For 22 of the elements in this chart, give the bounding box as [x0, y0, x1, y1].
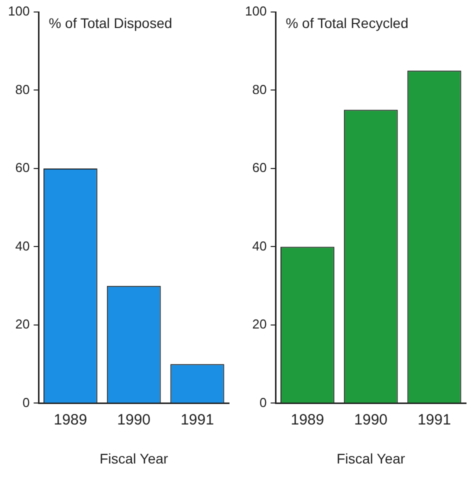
- y-tick-label: 60: [252, 160, 267, 176]
- x-tick-label: 1989: [290, 411, 324, 428]
- y-tick-label: 20: [252, 316, 267, 332]
- y-tick-label: 100: [8, 4, 30, 19]
- chart-title: % of Total Disposed: [48, 14, 172, 31]
- y-tick-label: 60: [15, 160, 30, 176]
- x-tick-label: 1990: [354, 411, 388, 428]
- y-tick-label: 100: [244, 4, 267, 19]
- x-tick-label: 1989: [54, 411, 88, 428]
- y-tick-label: 40: [252, 238, 267, 254]
- x-tick-label: 1990: [117, 411, 151, 428]
- y-tick-label: 0: [22, 394, 30, 410]
- y-tick-label: 20: [15, 316, 30, 332]
- chart-title: % of Total Recycled: [286, 14, 408, 31]
- x-axis-title: Fiscal Year: [100, 450, 168, 466]
- y-tick-label: 80: [15, 82, 30, 97]
- y-tick-label: 40: [15, 238, 30, 254]
- y-tick-label: 0: [259, 394, 267, 410]
- x-tick-label: 1991: [180, 411, 214, 428]
- x-axis-title: Fiscal Year: [336, 450, 406, 466]
- y-tick-label: 80: [252, 82, 267, 97]
- x-tick-label: 1991: [418, 411, 451, 428]
